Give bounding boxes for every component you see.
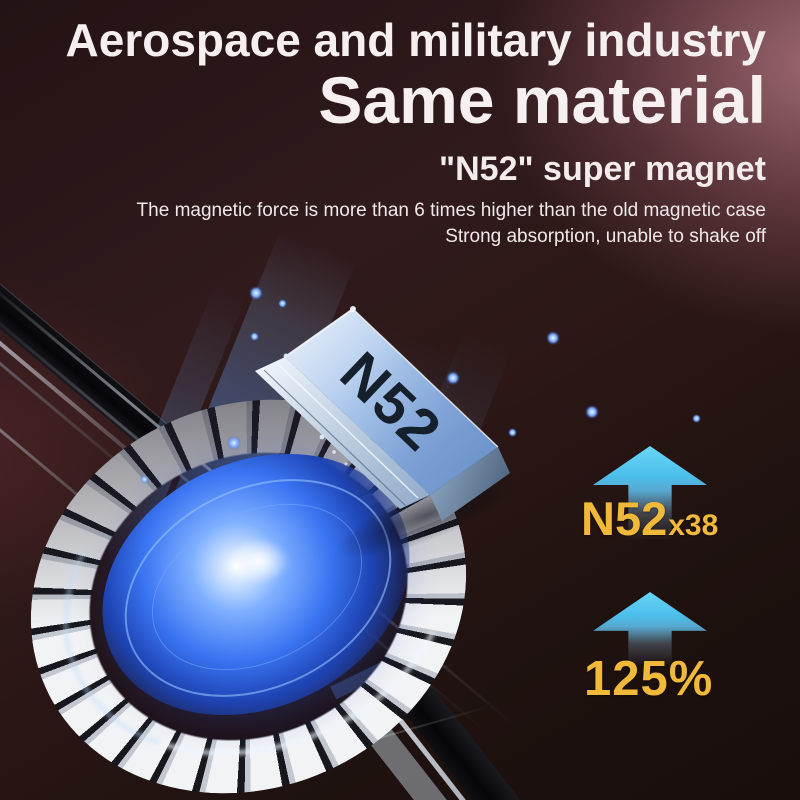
sparkle-dot — [249, 286, 263, 300]
stat-strength-increase-value: 125% — [584, 652, 714, 706]
stat-magnet-grade-multiplier: x38 — [668, 509, 719, 542]
description-line1: The magnetic force is more than 6 times … — [136, 200, 766, 221]
magnet-block-end-face — [430, 447, 510, 521]
description-line2: Strong absorption, unable to shake off — [445, 226, 766, 247]
stat-magnet-grade: N52 x38 — [581, 491, 718, 546]
headline-line1: Aerospace and military industry — [65, 14, 766, 66]
subheadline: "N52" super magnet — [438, 150, 766, 188]
sparkle-dot — [692, 414, 701, 423]
sparkle-dot — [585, 405, 599, 419]
sparkle-dot — [508, 428, 517, 437]
sparkle-dot — [446, 371, 460, 385]
sparkle-dot — [140, 475, 149, 484]
headline-line2: Same material — [318, 63, 766, 137]
sparkle-dot — [227, 436, 241, 450]
magnet-block-side-face — [255, 357, 430, 509]
stat-strength-increase: 125% — [584, 651, 713, 707]
stat-magnet-grade-value: N52 — [581, 492, 668, 545]
sparkle-dot — [546, 331, 560, 345]
glow-specular-highlight — [228, 538, 290, 584]
description: The magnetic force is more than 6 times … — [137, 198, 766, 250]
sparkle-dot — [278, 299, 287, 308]
sparkle-dot — [250, 332, 259, 341]
